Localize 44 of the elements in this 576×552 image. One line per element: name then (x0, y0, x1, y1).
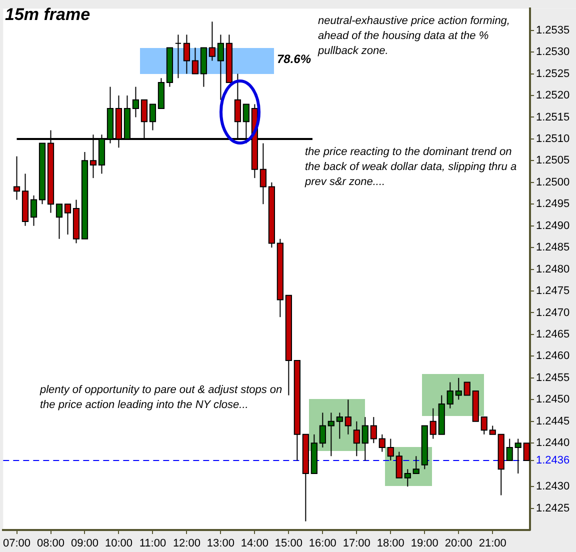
x-tick-label: 11:00 (139, 538, 166, 550)
x-tick-label: 21:00 (478, 538, 506, 550)
y-tick-label: 1.2475 (536, 285, 570, 298)
x-tick-label: 19:00 (410, 538, 438, 550)
y-tick-label: 1.2510 (536, 132, 570, 145)
chart-title: 15m frame (5, 5, 90, 25)
y-tick-label: 1.2525 (536, 68, 570, 80)
annotation: plenty of opportunity to pare out & adjust stops on the price action leading into the NY close... (40, 383, 284, 413)
y-tick-label: 1.2465 (536, 328, 570, 341)
y-tick-label: 1.2530 (536, 46, 570, 58)
y-tick-label: 1.2460 (536, 350, 570, 362)
y-tick-label: 1.2535 (536, 24, 570, 36)
y-tick-label: 1.2500 (536, 176, 570, 188)
annotation: 78.6% (277, 52, 312, 67)
x-tick-label: 20:00 (444, 538, 472, 550)
y-tick-label: 1.2505 (536, 154, 570, 167)
candlestick (174, 34, 182, 79)
y-tick-label: 1.2490 (536, 220, 570, 232)
y-tick-label: 1.2450 (536, 394, 570, 406)
y-tick-label: 1.2425 (536, 502, 570, 514)
x-tick-label: 15:00 (274, 538, 302, 550)
x-tick-label: 07:00 (3, 538, 31, 550)
x-tick-label: 09:00 (70, 538, 99, 550)
y-tick-label: 1.2480 (536, 263, 570, 276)
y-tick-label: 1.2470 (536, 306, 570, 319)
y-tick-label: 1.2495 (536, 198, 570, 210)
y-tick-label: 1.2445 (536, 415, 570, 428)
x-tick-label: 08:00 (36, 538, 65, 550)
y-tick-label: 1.2455 (536, 372, 570, 384)
y-tick-label: 1.2430 (536, 480, 570, 493)
y-tick-label: 1.2515 (536, 111, 570, 124)
x-tick-label: 14:00 (240, 538, 268, 550)
y-tick-label: 1.2440 (536, 437, 570, 450)
x-tick-label: 16:00 (308, 538, 336, 550)
y-tick-label: 1.2520 (536, 90, 570, 102)
x-tick-label: 13:00 (206, 538, 234, 550)
annotation: the price reacting to the dominant trend on the back of weak dollar data, slipping thru a prev s&r zone.... (305, 145, 518, 190)
x-tick-label: 18:00 (376, 538, 404, 550)
annotation: neutral-exhaustive price action forming, ahead of the housing data at the % pullback zone. (318, 14, 511, 59)
y-tick-label: 1.2436 (536, 454, 570, 467)
x-tick-label: 10:00 (104, 538, 132, 550)
x-tick-label: 17:00 (342, 538, 370, 550)
y-tick-label: 1.2485 (536, 242, 570, 254)
x-tick-label: 12:00 (172, 538, 200, 550)
